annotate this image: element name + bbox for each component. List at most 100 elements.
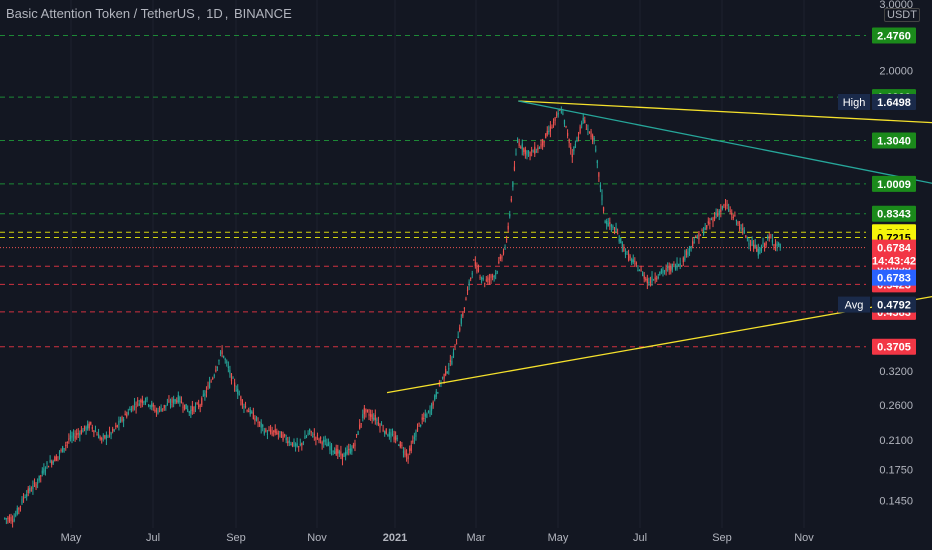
candle	[294, 443, 297, 446]
candle	[637, 270, 639, 272]
candle	[55, 456, 57, 461]
candle	[696, 236, 698, 239]
candle	[376, 419, 378, 421]
x-tick-label: 2021	[383, 532, 407, 544]
candle	[290, 443, 292, 445]
candle	[635, 262, 637, 265]
candle	[157, 410, 159, 414]
candle	[32, 485, 34, 490]
marker-name: Avg	[845, 300, 864, 312]
candle	[604, 221, 606, 224]
candle	[502, 250, 505, 255]
candle	[559, 109, 561, 111]
candle	[618, 239, 620, 242]
candle	[576, 138, 578, 140]
currency-unit-label[interactable]: USDT	[884, 8, 920, 22]
trendline-lower-support[interactable]	[386, 234, 932, 394]
candle	[690, 246, 692, 248]
candle	[477, 269, 480, 271]
candle	[457, 336, 459, 339]
y-tick-label: 0.2100	[879, 435, 913, 447]
candle	[420, 425, 422, 427]
candle	[742, 228, 744, 230]
candle	[506, 238, 508, 240]
candle	[305, 436, 308, 438]
price-level-tag	[872, 205, 916, 222]
candle	[318, 439, 320, 441]
candle	[488, 278, 491, 280]
candle	[546, 130, 548, 135]
candle	[288, 440, 290, 443]
trendline-descending-teal[interactable]	[518, 100, 932, 253]
candle	[455, 343, 458, 345]
candle	[377, 421, 380, 425]
candle	[207, 385, 209, 387]
candle	[534, 146, 536, 154]
candle	[252, 412, 254, 420]
candle	[681, 265, 683, 267]
candle	[107, 436, 109, 438]
chart-title: Basic Attention Token / TetherUS, 1D, BI…	[6, 6, 292, 21]
candle	[582, 117, 584, 121]
prev-price-tag	[872, 269, 916, 286]
candle	[615, 227, 617, 231]
candle	[468, 281, 470, 286]
candle	[734, 215, 736, 217]
candle	[227, 366, 229, 368]
candle	[313, 433, 315, 436]
candle	[365, 408, 367, 413]
candle	[665, 267, 667, 271]
candle	[496, 271, 498, 273]
price-level-tag	[872, 338, 916, 355]
candle	[355, 434, 358, 436]
candle	[180, 401, 183, 403]
candle	[454, 344, 456, 346]
candle	[452, 352, 455, 358]
candle	[205, 390, 208, 393]
candle	[79, 433, 81, 436]
candle	[643, 275, 645, 279]
candle	[566, 132, 569, 136]
candle	[40, 475, 42, 477]
candle	[404, 450, 406, 456]
candle	[590, 131, 592, 138]
candle	[484, 283, 486, 285]
candle	[560, 111, 562, 113]
symbol-name: Basic Attention Token / TetherUS	[6, 6, 195, 21]
candle	[402, 451, 405, 453]
candle	[146, 397, 148, 401]
candle	[479, 276, 481, 278]
candle	[132, 405, 134, 410]
candle	[44, 470, 47, 472]
candle	[704, 227, 706, 230]
candle	[598, 172, 600, 177]
countdown-timer: 14:43:42	[872, 256, 916, 268]
candle	[260, 422, 262, 428]
candle	[304, 435, 306, 439]
candle	[526, 150, 528, 156]
y-tick-label: 0.1450	[879, 495, 913, 507]
candle	[441, 377, 444, 379]
candle	[563, 119, 566, 125]
candle	[8, 517, 11, 522]
candle	[551, 126, 553, 129]
candle	[507, 226, 509, 230]
candle	[437, 392, 439, 394]
trendline-upper-resistance[interactable]	[518, 100, 932, 141]
candle	[77, 433, 79, 435]
candle	[731, 212, 733, 215]
candle	[474, 261, 476, 267]
candle	[183, 404, 186, 410]
candle	[723, 204, 725, 207]
y-tick-label: 2.0000	[879, 65, 913, 77]
candle	[595, 149, 597, 151]
candle	[391, 434, 394, 436]
candle	[387, 435, 389, 437]
candle	[171, 399, 173, 403]
candle	[585, 128, 587, 130]
candle	[335, 448, 337, 455]
candle	[709, 222, 711, 224]
candle	[293, 440, 295, 447]
